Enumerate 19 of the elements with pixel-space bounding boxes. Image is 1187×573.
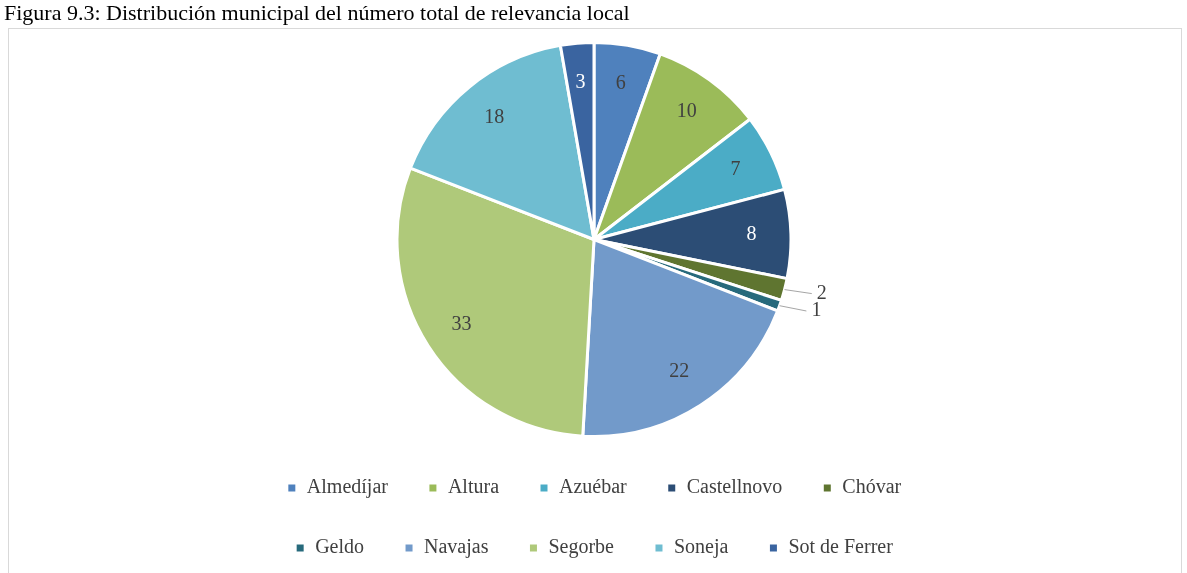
data-label: 22 xyxy=(669,359,690,382)
legend-label: Almedíjar xyxy=(306,475,389,499)
data-label: 18 xyxy=(484,104,505,127)
data-label: 10 xyxy=(676,99,697,122)
data-label: 33 xyxy=(451,311,472,334)
legend-label: Geldo xyxy=(315,535,365,558)
legend-label: Chóvar xyxy=(842,475,902,498)
legend-label: Castellnovo xyxy=(686,475,783,498)
legend-label: Soneja xyxy=(673,535,729,559)
legend-label: Azuébar xyxy=(559,475,628,498)
chart-title: Figura 9.3: Distribución municipal del número total de relevancia local xyxy=(3,0,631,26)
legend-label: Altura xyxy=(447,475,500,498)
data-label: 8 xyxy=(746,222,757,245)
legend-label: Navajas xyxy=(424,535,489,559)
data-label: 3 xyxy=(575,69,586,92)
legend-label: Sot de Ferrer xyxy=(788,535,894,558)
legend-label: Segorbe xyxy=(548,535,615,559)
data-label: 6 xyxy=(615,71,626,94)
data-label: 7 xyxy=(730,157,741,180)
